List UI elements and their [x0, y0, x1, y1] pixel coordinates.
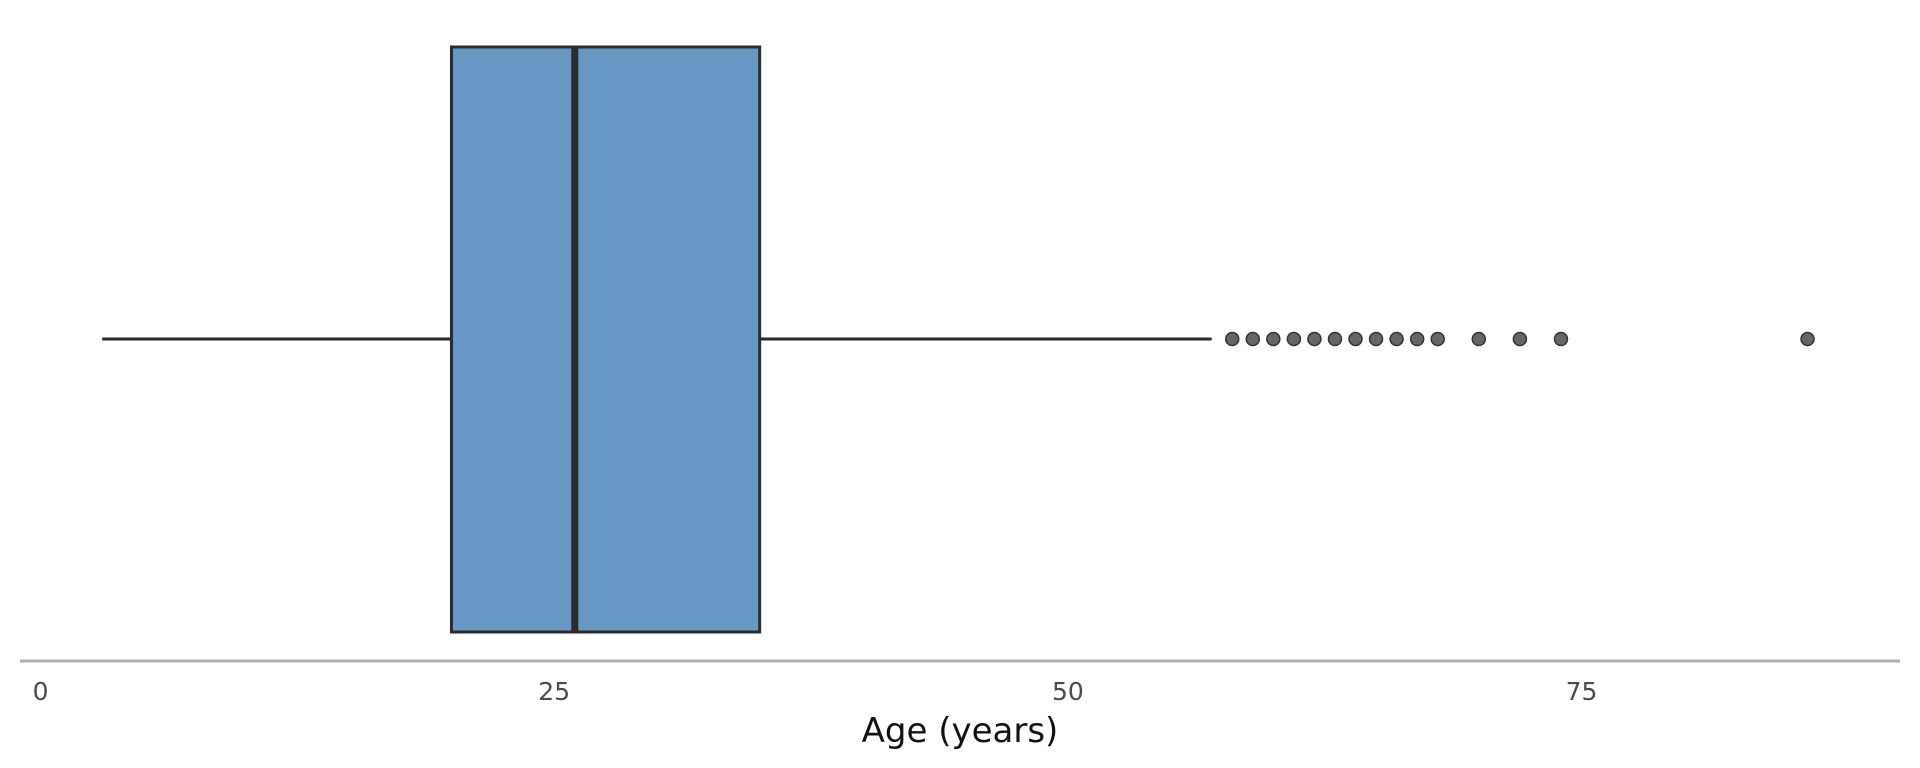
outlier-point [1800, 331, 1815, 347]
x-tick-label: 0 [33, 677, 49, 706]
outlier-point [1389, 331, 1404, 347]
outlier-point [1286, 331, 1302, 347]
outlier-point [1471, 331, 1487, 347]
x-tick-label: 50 [1052, 677, 1084, 706]
outlier-point [1307, 331, 1322, 347]
outlier-point [1512, 331, 1528, 347]
x-tick-labels: 0 25 50 75 [33, 677, 1598, 706]
outlier-point [1245, 331, 1261, 347]
outlier-point [1430, 331, 1445, 347]
outlier-point [1266, 331, 1281, 347]
outlier-point [1553, 331, 1569, 347]
outlier-point [1348, 331, 1363, 347]
outlier-point [1224, 331, 1240, 347]
x-tick-label: 75 [1566, 677, 1598, 706]
outlier-point [1327, 331, 1343, 347]
x-axis-title: Age (years) [862, 711, 1059, 751]
x-tick-label: 25 [538, 677, 570, 706]
outlier-point [1409, 331, 1425, 347]
plot-area [102, 45, 1815, 634]
outlier-point [1368, 331, 1384, 347]
iqr-box [449, 45, 762, 634]
